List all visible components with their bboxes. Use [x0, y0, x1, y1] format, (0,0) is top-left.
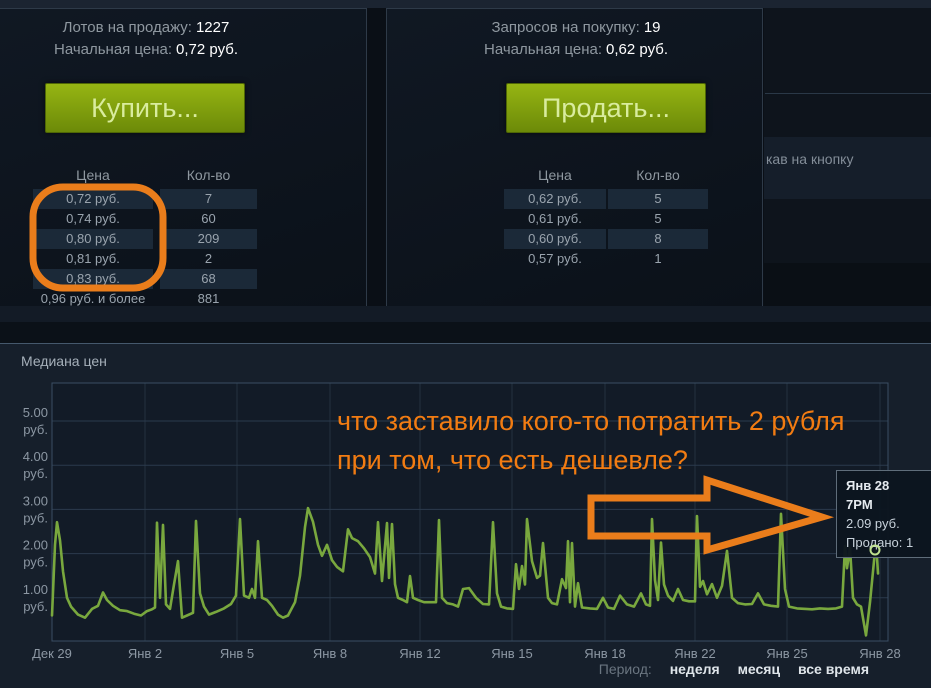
- period-option-week[interactable]: неделя: [669, 661, 720, 677]
- svg-text:Янв 15: Янв 15: [491, 646, 533, 661]
- lots-for-sale-value: 1227: [195, 19, 230, 36]
- sell-table-header-price: Цена: [538, 167, 572, 183]
- mid-band: [0, 306, 931, 322]
- period-selector: Период: неделя месяц все время: [599, 661, 869, 677]
- svg-text:руб.: руб.: [23, 510, 48, 525]
- buy-row-qty: 60: [201, 211, 216, 226]
- svg-text:Янв 2: Янв 2: [128, 646, 162, 661]
- svg-text:3.00: 3.00: [23, 493, 48, 508]
- right-rail-divider: [765, 93, 931, 94]
- right-rail-partial-text: кав на кнопку: [764, 137, 931, 199]
- buy-row-qty: 209: [160, 229, 257, 249]
- buy-row-price: 0,74 руб.: [66, 211, 120, 226]
- svg-text:Янв 18: Янв 18: [584, 646, 626, 661]
- annotation-question-text: что заставило кого-то потратить 2 рубля …: [337, 402, 845, 480]
- sell-row-price: 0,57 руб.: [528, 251, 582, 266]
- sell-row-qty: 8: [608, 229, 708, 249]
- right-rail: кав на кнопку: [764, 8, 931, 343]
- period-option-month[interactable]: месяц: [737, 661, 781, 677]
- svg-text:Янв 22: Янв 22: [674, 646, 716, 661]
- buy-table-header-price: Цена: [76, 167, 110, 183]
- sell-start-price-value: 0,62 руб.: [606, 41, 668, 58]
- buy-start-price-line: Начальная цена: 0,72 руб.: [53, 41, 238, 58]
- sell-row-price: 0,62 руб.: [504, 189, 606, 209]
- period-option-alltime[interactable]: все время: [797, 661, 869, 677]
- price-chart-svg[interactable]: Дек 29 Янв 2 Янв 5 Янв 8 Янв 12 Янв 15 Янв 18 Я…: [0, 344, 931, 688]
- svg-text:5.00: 5.00: [23, 405, 48, 420]
- buy-requests-value: 19: [643, 19, 661, 36]
- median-price-chart-section: Медиана цен Дек 29 Янв 2 Янв 5 Янв 8 Янв 12 Я…: [0, 343, 931, 688]
- buy-row-qty: 2: [204, 251, 213, 266]
- buy-row-price: 0,80 руб.: [33, 229, 153, 249]
- svg-text:1.00: 1.00: [23, 582, 48, 597]
- svg-text:2.00: 2.00: [23, 538, 48, 553]
- svg-text:Дек 29: Дек 29: [32, 646, 72, 661]
- svg-text:4.00: 4.00: [23, 449, 48, 464]
- svg-text:Янв 25: Янв 25: [766, 646, 808, 661]
- buy-row-qty: 7: [160, 189, 257, 209]
- top-strip: [0, 0, 931, 8]
- sell-panel: Запросов на покупку: 19 Начальная цена: 0,…: [386, 8, 763, 306]
- sell-row-price: 0,61 руб.: [528, 211, 582, 226]
- annotation-line2: при том, что есть дешевле?: [337, 445, 688, 475]
- tooltip-price: 2.09 руб.: [846, 516, 900, 531]
- sell-stats: Запросов на покупку: 19 Начальная цена: 0,…: [426, 17, 726, 61]
- annotation-line1: что заставило кого-то потратить 2 рубля: [337, 406, 845, 436]
- buy-panel: Лотов на продажу: 1227 Начальная цена: 0,7…: [0, 8, 367, 306]
- svg-text:Янв 28: Янв 28: [859, 646, 901, 661]
- svg-text:руб.: руб.: [23, 466, 48, 481]
- lots-for-sale-line: Лотов на продажу: 1227: [62, 19, 230, 36]
- chart-title: Медиана цен: [21, 353, 107, 369]
- buy-row-qty: 68: [160, 269, 257, 289]
- buy-row-price-more: 0,96 руб. и более: [40, 291, 146, 306]
- right-rail-band: [764, 263, 931, 306]
- svg-text:руб.: руб.: [23, 422, 48, 437]
- svg-text:руб.: руб.: [23, 555, 48, 570]
- svg-text:Янв 5: Янв 5: [220, 646, 254, 661]
- sell-row-qty: 5: [654, 211, 662, 226]
- svg-text:Янв 8: Янв 8: [313, 646, 347, 661]
- buy-row-price: 0,72 руб.: [33, 189, 153, 209]
- period-label: Период:: [598, 661, 652, 677]
- sell-row-price: 0,60 руб.: [504, 229, 606, 249]
- svg-text:Янв 12: Янв 12: [399, 646, 441, 661]
- tooltip-sold: Продано: 1: [846, 535, 914, 550]
- tooltip-date: Янв 28: [846, 478, 890, 493]
- chart-hover-tooltip: Янв 28 7PM 2.09 руб. Продано: 1: [836, 470, 931, 558]
- mid-band: [0, 322, 931, 343]
- buy-stats: Лотов на продажу: 1227 Начальная цена: 0,7…: [0, 17, 292, 61]
- sell-row-qty: 5: [608, 189, 708, 209]
- buy-start-price-value: 0,72 руб.: [176, 41, 238, 58]
- sell-start-price-line: Начальная цена: 0,62 руб.: [483, 41, 668, 58]
- buy-row-qty: 881: [197, 291, 220, 306]
- sell-table-header-qty: Кол-во: [636, 167, 680, 183]
- svg-text:руб.: руб.: [23, 599, 48, 614]
- buy-row-price: 0,83 руб.: [33, 269, 153, 289]
- sell-button[interactable]: Продать...: [506, 83, 706, 133]
- sell-row-qty: 1: [654, 251, 662, 266]
- buy-table-header-qty: Кол-во: [186, 167, 231, 183]
- buy-requests-line: Запросов на покупку: 19: [491, 19, 661, 36]
- buy-row-price: 0,81 руб.: [66, 251, 120, 266]
- buy-button[interactable]: Купить...: [45, 83, 245, 133]
- tooltip-time: 7PM: [846, 497, 873, 512]
